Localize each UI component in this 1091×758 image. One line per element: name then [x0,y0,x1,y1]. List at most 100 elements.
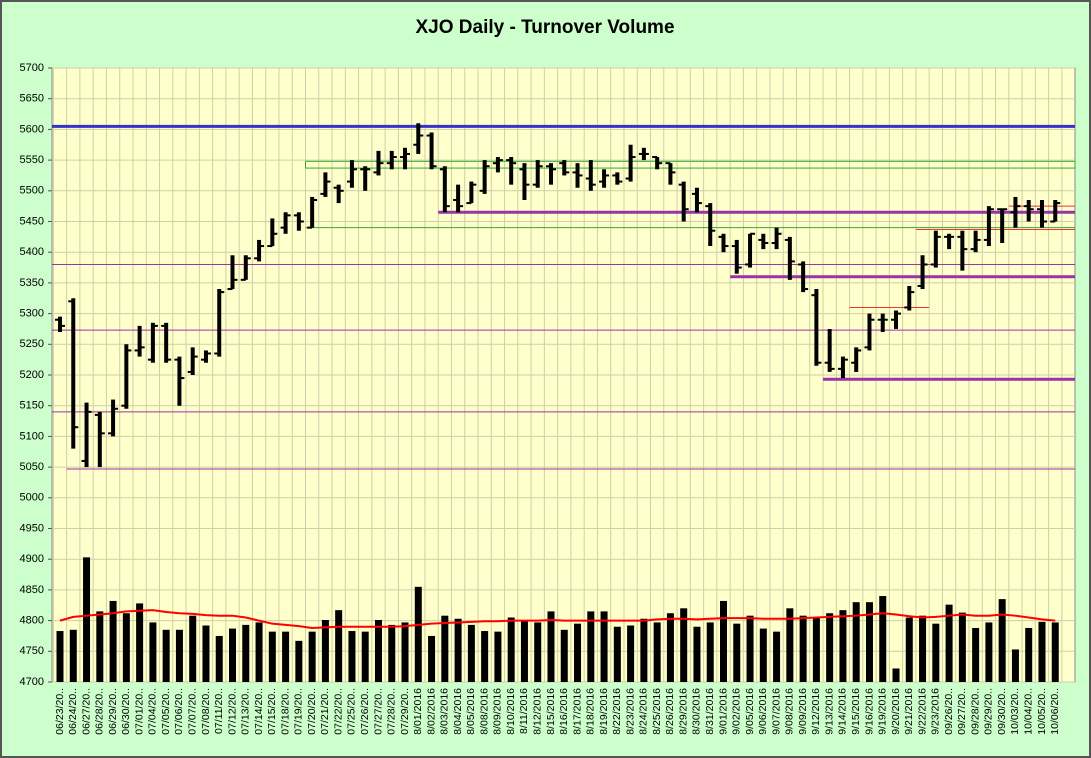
y-tick-label: 4800 [20,615,44,627]
x-tick-label: 07/13/20.. [240,688,252,735]
x-tick-label: 09/30/20.. [996,688,1008,735]
x-tick-label: 9/15/2016 [850,688,862,735]
volume-bar [189,615,197,682]
volume-bar [215,635,223,682]
y-tick-label: 5350 [20,277,44,289]
y-tick-label: 5500 [20,185,44,197]
x-tick-label: 9/20/2016 [890,688,902,735]
y-tick-label: 5700 [20,62,44,74]
volume-bar [361,631,369,682]
x-tick-label: 8/15/2016 [545,688,557,735]
x-tick-label: 9/05/2016 [744,688,756,735]
x-tick-label: 9/08/2016 [784,688,796,735]
volume-bar [773,631,781,682]
x-tick-label: 10/06/20.. [1049,688,1061,735]
x-tick-label: 9/19/2016 [877,688,889,735]
volume-bar [374,619,382,682]
x-tick-label: 8/30/2016 [691,688,703,735]
y-tick-label: 4750 [20,645,44,657]
volume-bar [998,599,1006,682]
volume-bar [1011,649,1019,682]
x-tick-label: 9/01/2016 [717,688,729,735]
x-tick-label: 07/07/20.. [186,688,198,735]
y-tick-label: 5600 [20,123,44,135]
volume-bar [865,602,873,682]
x-tick-label: 07/20/20.. [306,688,318,735]
chart-title: XJO Daily - Turnover Volume [415,17,674,38]
volume-bar [852,602,860,682]
volume-bar [560,629,568,682]
volume-bar [892,668,900,682]
x-tick-label: 06/29/20.. [107,688,119,735]
volume-bar [945,604,953,682]
volume-bar [812,617,820,682]
volume-bar [799,615,807,682]
volume-bar [282,631,290,682]
volume-bar [149,622,157,682]
volume-bar [175,629,183,682]
volume-bar [507,617,515,682]
y-tick-label: 4950 [20,522,44,534]
x-tick-label: 07/05/20.. [160,688,172,735]
volume-bar [1051,622,1059,682]
volume-bar [401,622,409,682]
volume-bar [428,635,436,682]
volume-bar [919,615,927,682]
volume-bar [494,631,502,682]
x-tick-label: 8/19/2016 [598,688,610,735]
volume-bar [122,613,130,682]
volume-bar [985,622,993,682]
x-tick-label: 07/15/20.. [266,688,278,735]
x-tick-label: 06/23/20.. [54,688,66,735]
x-tick-label: 07/29/20.. [399,688,411,735]
y-tick-label: 5300 [20,308,44,320]
volume-bar [786,608,794,682]
volume-bar [574,623,582,682]
x-tick-label: 8/11/2016 [518,688,530,734]
y-tick-label: 5400 [20,246,44,258]
volume-bar [242,624,250,682]
x-tick-label: 07/27/20.. [372,688,384,735]
volume-bar [202,625,210,682]
volume-bar [958,612,966,682]
x-tick-label: 9/14/2016 [837,688,849,735]
x-tick-label: 8/10/2016 [505,688,517,735]
x-tick-label: 8/18/2016 [585,688,597,735]
volume-bar [414,586,422,682]
y-tick-label: 5250 [20,338,44,350]
x-tick-label: 8/29/2016 [677,688,689,735]
volume-bar [295,640,303,682]
x-tick-label: 09/27/20.. [956,688,968,735]
x-tick-label: 8/04/2016 [452,688,464,735]
x-tick-label: 9/13/2016 [823,688,835,735]
x-tick-label: 8/23/2016 [624,688,636,735]
volume-bar [321,619,329,682]
x-tick-label: 09/29/20.. [983,688,995,735]
x-tick-label: 9/09/2016 [797,688,809,735]
y-tick-label: 4850 [20,584,44,596]
volume-bar [83,557,91,682]
volume-bar [308,631,316,682]
volume-bar [879,596,887,682]
volume-bar [627,625,635,682]
x-tick-label: 8/17/2016 [571,688,583,735]
x-tick-label: 10/03/20.. [1009,688,1021,735]
volume-bar [441,615,449,682]
x-tick-label: 07/14/20.. [253,688,265,735]
x-tick-label: 06/28/20.. [94,688,106,735]
volume-bar [693,626,701,682]
x-tick-label: 9/07/2016 [770,688,782,735]
y-tick-label: 5200 [20,369,44,381]
x-tick-label: 07/22/20.. [332,688,344,735]
volume-bar [972,627,980,682]
x-tick-label: 9/22/2016 [916,688,928,735]
x-tick-label: 07/28/20.. [386,688,398,735]
volume-bar [255,622,263,682]
volume-bar [56,631,64,682]
x-tick-label: 8/25/2016 [651,688,663,735]
volume-bar [680,608,688,682]
x-tick-label: 8/31/2016 [704,688,716,735]
x-tick-label: 8/22/2016 [611,688,623,735]
x-tick-label: 8/03/2016 [439,688,451,735]
